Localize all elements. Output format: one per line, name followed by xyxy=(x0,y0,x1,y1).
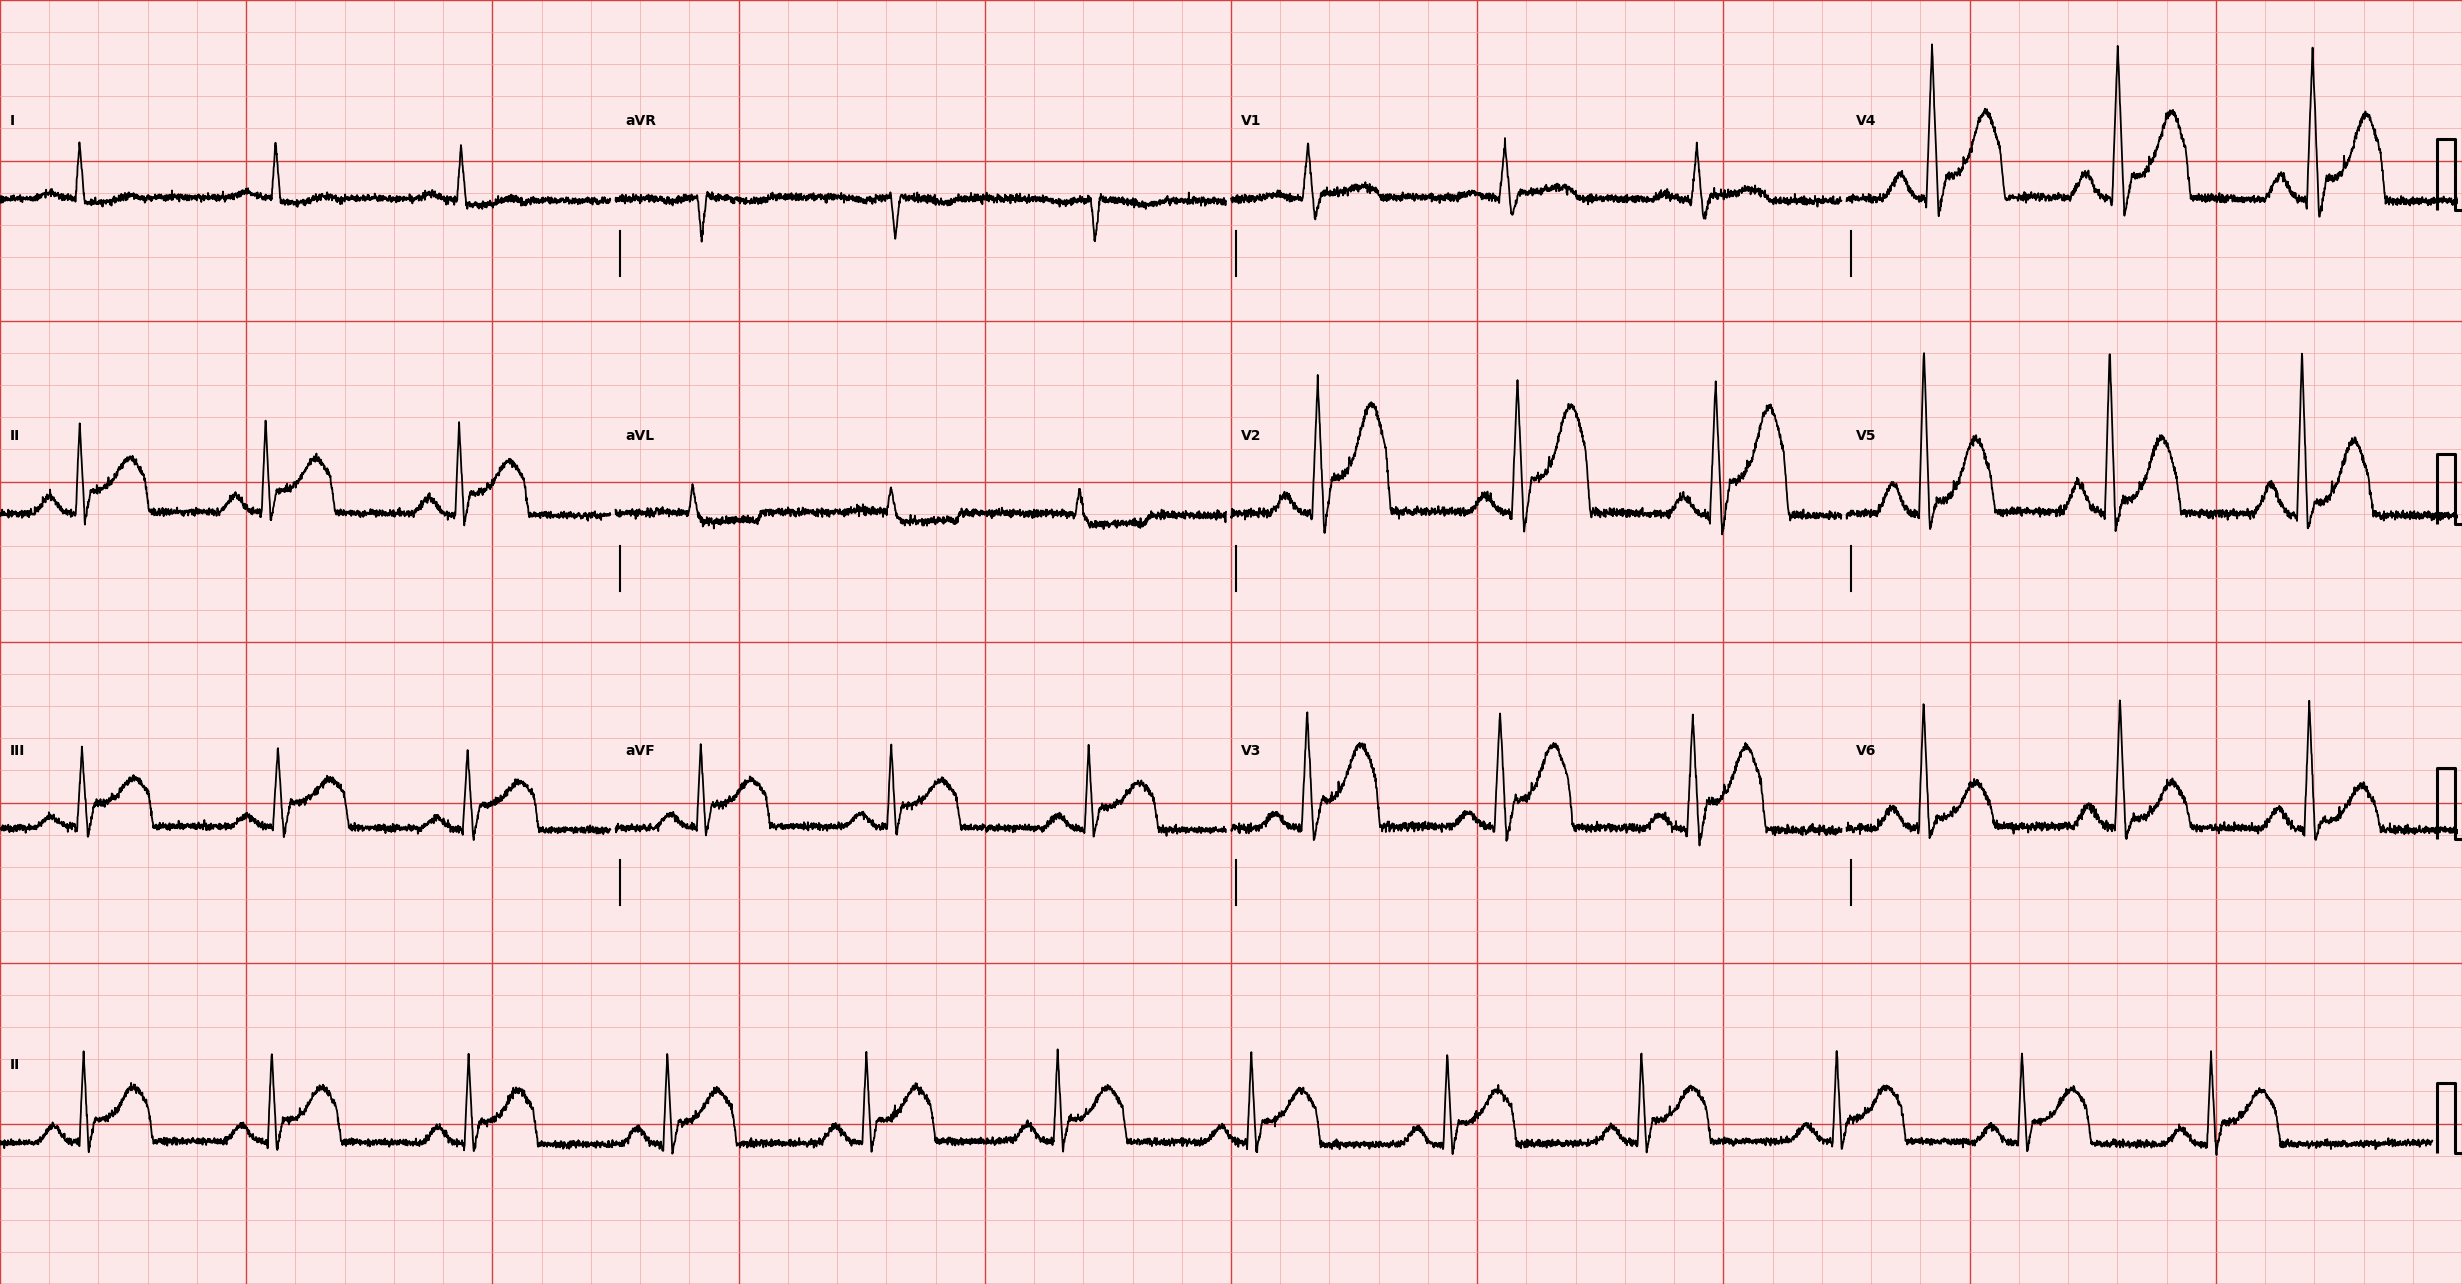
Text: V1: V1 xyxy=(1241,114,1261,128)
Text: I: I xyxy=(10,114,15,128)
Text: aVR: aVR xyxy=(625,114,657,128)
Text: V3: V3 xyxy=(1241,743,1261,758)
Text: II: II xyxy=(10,429,20,443)
Text: V5: V5 xyxy=(1856,429,1876,443)
Text: II: II xyxy=(10,1058,20,1072)
Text: V2: V2 xyxy=(1241,429,1261,443)
Text: aVL: aVL xyxy=(625,429,655,443)
Text: aVF: aVF xyxy=(625,743,655,758)
Text: III: III xyxy=(10,743,25,758)
Text: V6: V6 xyxy=(1856,743,1876,758)
Text: V4: V4 xyxy=(1856,114,1876,128)
